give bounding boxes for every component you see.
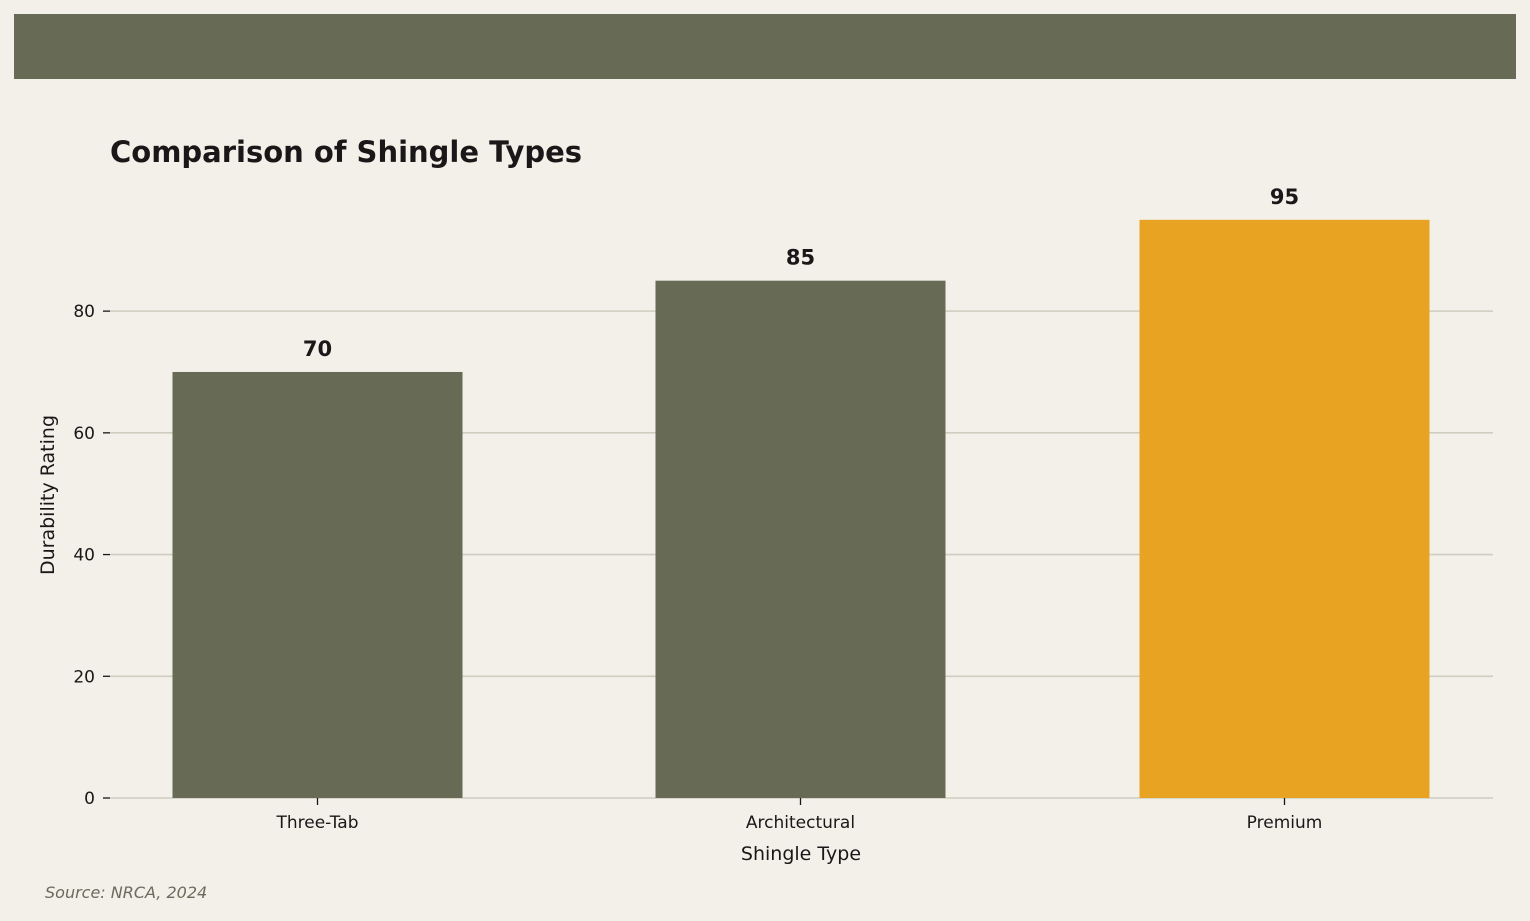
header-band [14, 14, 1516, 79]
y-tick-label: 20 [73, 667, 95, 687]
y-tick-label: 40 [73, 546, 95, 566]
bar-value-label: 95 [1270, 185, 1299, 209]
source-note: Source: NRCA, 2024 [45, 883, 208, 902]
y-axis-label: Durability Rating [37, 415, 59, 575]
bar [1139, 219, 1430, 798]
y-tick-label: 0 [84, 789, 95, 809]
y-tick-label: 60 [73, 424, 95, 444]
x-tick-label: Three-Tab [275, 813, 358, 833]
bar-value-label: 70 [303, 337, 332, 361]
x-tick-label: Architectural [746, 813, 855, 833]
bar-value-label: 85 [786, 246, 815, 270]
chart-title: Comparison of Shingle Types [110, 135, 582, 169]
y-tick-label: 80 [73, 302, 95, 322]
bars: 70 85 95 [172, 185, 1430, 798]
bar [655, 280, 946, 798]
x-axis-label: Shingle Type [741, 843, 861, 865]
x-tick-label: Premium [1247, 813, 1323, 833]
bar [172, 371, 463, 798]
axes: 0 20 40 60 80 Three-Tab Architectural Premium [73, 302, 1322, 833]
